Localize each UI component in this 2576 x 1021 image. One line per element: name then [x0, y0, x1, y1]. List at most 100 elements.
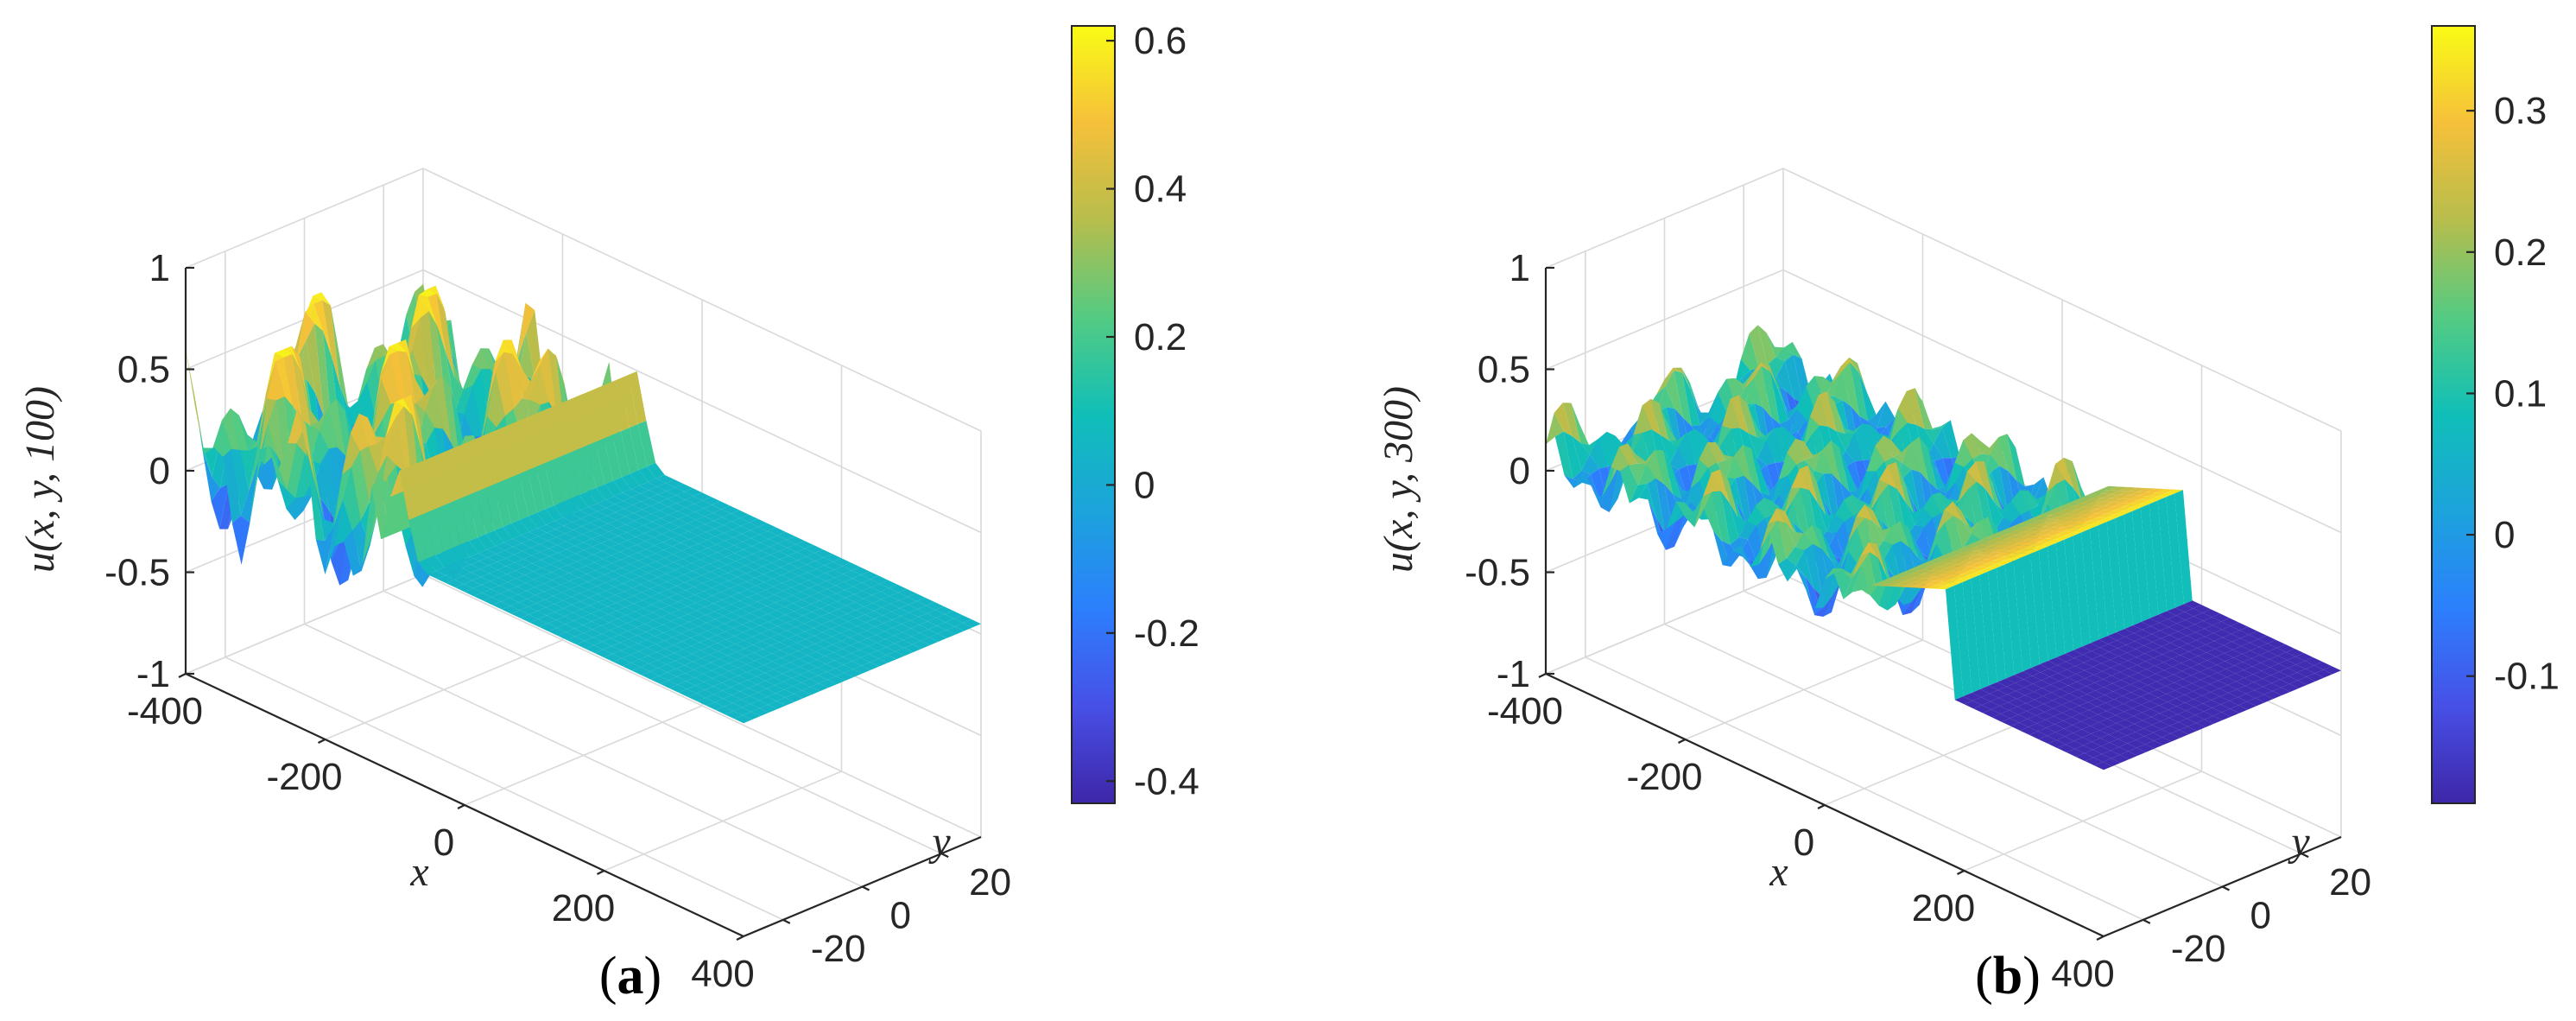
surface-patch [2271, 679, 2290, 688]
surface-patch [730, 675, 749, 684]
surface-patch [773, 583, 792, 592]
surface-patch [623, 497, 642, 505]
surface-patch [629, 552, 647, 561]
surface-patch [2142, 708, 2160, 717]
surface-patch [1716, 442, 1734, 460]
surface-patch [882, 604, 900, 612]
surface-patch [649, 668, 668, 676]
surface-patch [1883, 527, 1902, 545]
x-tick-label: -200 [1626, 756, 1702, 798]
surface-patch [1991, 540, 2010, 545]
surface-patch [306, 323, 324, 417]
surface-patch [2251, 655, 2269, 663]
surface-patch [2027, 715, 2046, 724]
surface-patch [1776, 361, 1794, 399]
surface-patch [843, 661, 862, 669]
surface-patch [2147, 492, 2166, 497]
surface-patch [709, 643, 727, 651]
surface-patch [827, 593, 846, 602]
surface-patch [637, 421, 656, 467]
surface-patch [538, 532, 557, 541]
surface-patch [774, 591, 793, 599]
surface-patch [612, 650, 630, 659]
surface-patch [2127, 739, 2146, 748]
surface-patch [1986, 560, 2004, 564]
surface-patch [2136, 744, 2155, 752]
surface-patch [2049, 673, 2068, 682]
surface-patch [2112, 680, 2130, 688]
surface-patch [2123, 700, 2142, 708]
surface-patch [2165, 682, 2184, 691]
surface-patch [306, 425, 324, 519]
surface-patch [2249, 631, 2267, 639]
surface-patch [564, 522, 582, 530]
surface-patch [1646, 449, 1665, 485]
surface-patch [2289, 680, 2307, 688]
surface-patch [1973, 705, 1991, 713]
surface-patch [1956, 550, 1975, 555]
surface-patch [469, 537, 487, 554]
surface-patch [701, 654, 719, 663]
surface-patch [312, 494, 331, 555]
surface-patch [734, 549, 753, 558]
surface-patch [742, 620, 761, 630]
surface-patch [2220, 701, 2239, 709]
surface-patch [1655, 479, 1674, 535]
surface-patch [861, 662, 880, 670]
surface-patch [1713, 425, 1731, 462]
surface-patch [693, 575, 712, 584]
surface-patch [636, 631, 655, 640]
surface-patch [743, 711, 761, 720]
surface-patch [875, 623, 894, 631]
surface-patch [2124, 716, 2143, 725]
surface-patch [2052, 696, 2071, 705]
surface-patch [501, 598, 519, 606]
surface-patch [485, 530, 504, 547]
surface-patch [611, 378, 630, 432]
panel-b-zlabel: u(x, y, 300) [1376, 386, 1421, 573]
surface-patch [1934, 573, 1952, 578]
surface-patch [2028, 490, 2047, 506]
surface-patch [903, 644, 922, 653]
surface-patch [1902, 443, 1921, 472]
colorbar-tick-label: -0.2 [1134, 612, 1199, 655]
surface-patch [1958, 558, 1977, 563]
surface-patch [2067, 508, 2086, 513]
surface-patch [673, 633, 691, 642]
surface-patch [845, 594, 864, 603]
surface-patch [729, 668, 748, 676]
surface-patch [2214, 645, 2233, 654]
surface-patch [267, 360, 285, 401]
surface-patch [2158, 694, 2176, 702]
surface-patch [2130, 688, 2149, 697]
surface-patch [807, 659, 826, 668]
surface-patch [2153, 737, 2172, 745]
surface-patch [1707, 442, 1725, 463]
surface-patch [623, 580, 641, 588]
surface-patch [1831, 441, 1849, 491]
surface-patch [659, 672, 677, 681]
surface-patch [2068, 682, 2086, 690]
surface-patch [625, 521, 644, 530]
surface-patch [526, 414, 545, 467]
surface-patch [647, 644, 666, 652]
surface-patch [602, 637, 621, 646]
surface-patch [2204, 715, 2223, 724]
gridline [1545, 168, 1784, 675]
surface-patch [2154, 654, 2172, 663]
surface-patch [547, 619, 566, 628]
surface-patch [320, 448, 339, 526]
surface-patch [1880, 484, 1898, 538]
surface-patch [1795, 550, 1814, 589]
y-tick-label: 20 [2329, 861, 2371, 904]
surface-patch [459, 442, 477, 496]
surface-patch [2005, 675, 2024, 683]
surface-patch [809, 675, 828, 684]
surface-patch [2126, 649, 2145, 657]
z-tick-label: -1 [136, 653, 170, 695]
surface-patch [282, 346, 301, 371]
surface-patch [808, 667, 827, 675]
surface-patch [2119, 491, 2138, 496]
surface-patch [1931, 491, 1950, 514]
surface-patch [749, 692, 768, 701]
